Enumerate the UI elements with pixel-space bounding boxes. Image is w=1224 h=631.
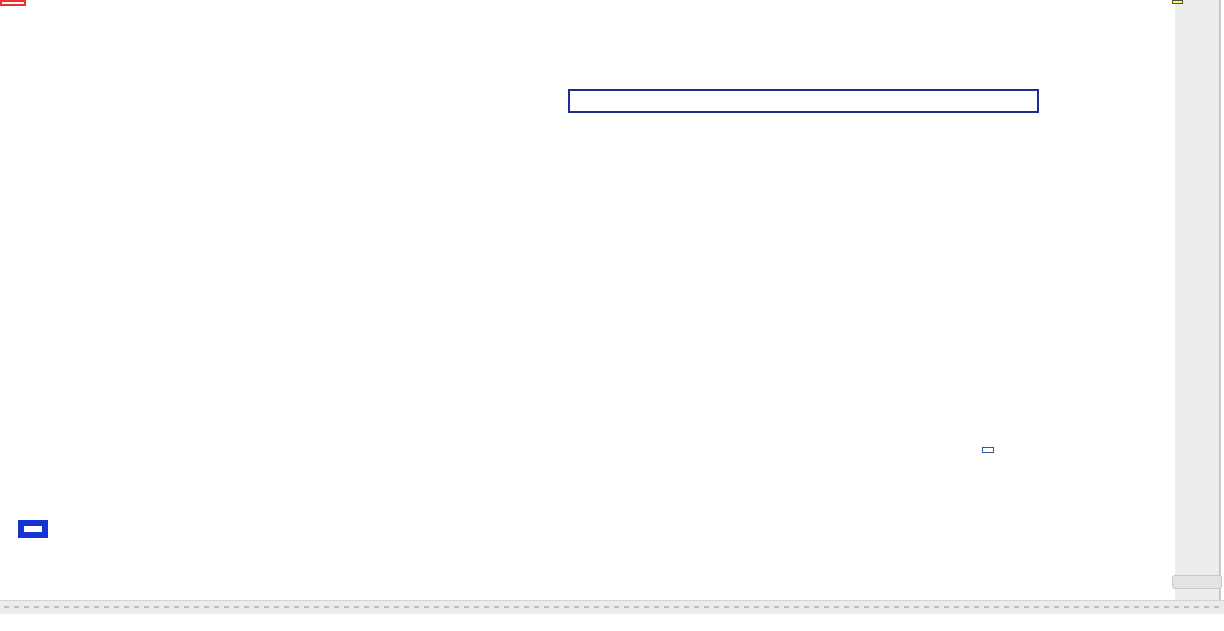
price-axis-border — [1219, 0, 1221, 600]
analysis-title-box — [568, 89, 1039, 113]
chart-branding-label — [18, 520, 48, 538]
timeline-scrollbar[interactable] — [0, 600, 1224, 614]
support-break-callout — [982, 447, 994, 453]
wave-label-5 — [0, 0, 26, 6]
scrollbar-dashes — [4, 606, 1220, 608]
current-price-tag — [1172, 0, 1183, 4]
scrollbar-thumb[interactable] — [1172, 575, 1222, 589]
price-axis-strip — [1175, 0, 1220, 600]
